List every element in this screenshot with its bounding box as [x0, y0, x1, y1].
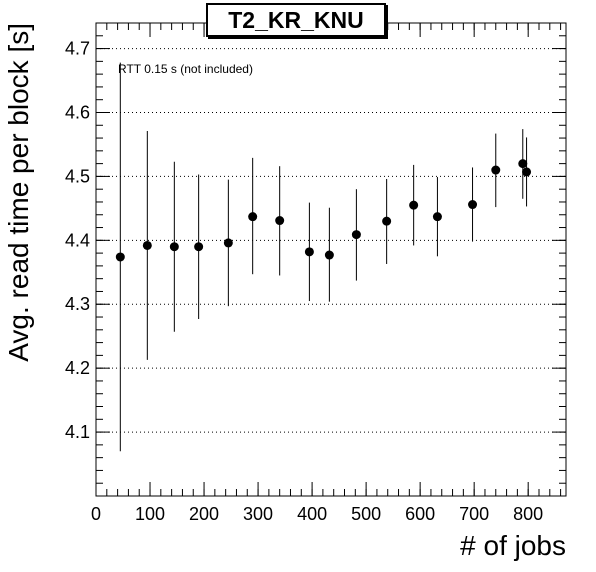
x-tick-label: 100: [135, 504, 165, 524]
data-point: [522, 167, 532, 177]
tick-labels: 4.1 4.2 4.3 4.4 4.5 4.6 4.7 0 100 200 300 400 500 600…: [65, 39, 543, 524]
data-point: [351, 230, 361, 240]
data-point: [324, 250, 334, 260]
x-tick-label: 300: [243, 504, 273, 524]
x-tick-label: 500: [351, 504, 381, 524]
data-point: [169, 242, 179, 252]
chart-title-text: T2_KR_KNU: [228, 6, 364, 33]
y-tick-label: 4.7: [65, 39, 90, 59]
y-tick-label: 4.3: [65, 294, 90, 314]
data-point: [382, 216, 392, 226]
y-tick-label: 4.2: [65, 358, 90, 378]
data-point: [491, 165, 501, 175]
y-tick-label: 4.1: [65, 422, 90, 442]
rtt-annotation: RTT 0.15 s (not included): [118, 62, 253, 76]
data-point: [248, 212, 258, 222]
data-point: [223, 238, 233, 248]
y-tick-label: 4.5: [65, 166, 90, 186]
y-tick-label: 4.6: [65, 102, 90, 122]
x-tick-label: 200: [189, 504, 219, 524]
data-point: [304, 247, 314, 257]
y-axis-label: Avg. read time per block [s]: [3, 23, 34, 362]
x-tick-label: 800: [513, 504, 543, 524]
data-point: [115, 252, 125, 262]
data-point: [409, 200, 419, 210]
data-point: [468, 200, 478, 210]
data-point: [275, 216, 285, 226]
x-tick-label: 0: [91, 504, 101, 524]
gridlines: [96, 48, 566, 433]
x-tick-label: 600: [405, 504, 435, 524]
data-points: [115, 62, 532, 452]
y-tick-label: 4.4: [65, 230, 90, 250]
data-point: [142, 240, 152, 250]
data-point: [432, 212, 442, 222]
axis-ticks: [95, 22, 566, 497]
chart-title: T2_KR_KNU: [206, 3, 386, 37]
x-tick-label: 400: [297, 504, 327, 524]
plot-frame: [95, 22, 567, 497]
x-axis-label: # of jobs: [460, 530, 566, 561]
x-tick-label: 700: [459, 504, 489, 524]
data-point: [194, 242, 204, 252]
data-point: [518, 159, 528, 169]
